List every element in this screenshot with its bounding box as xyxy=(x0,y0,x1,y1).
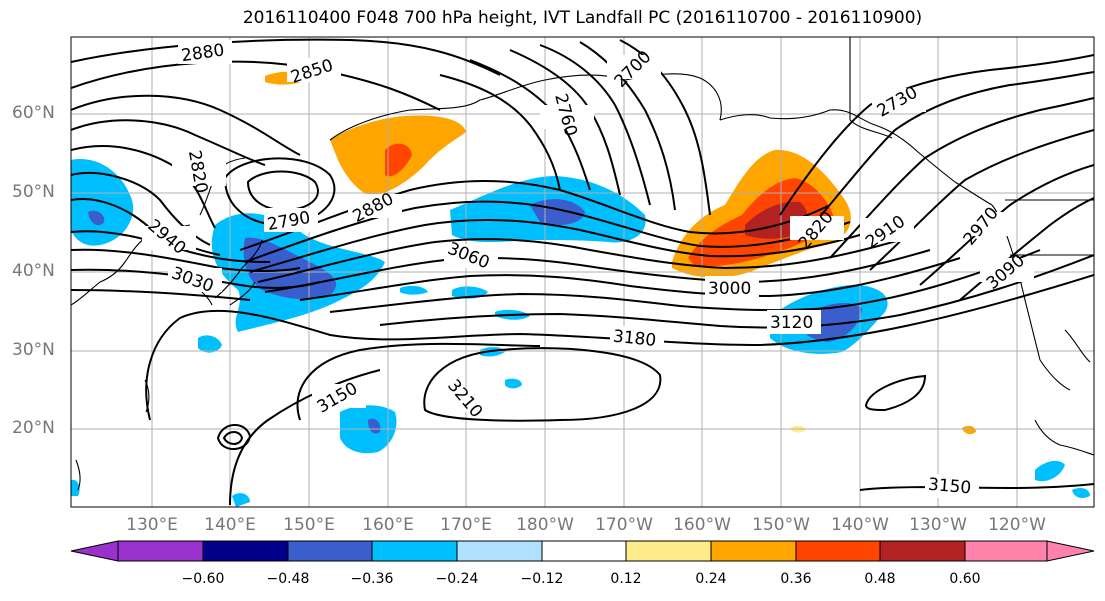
lat-label: 60°N xyxy=(12,103,55,123)
shade-neg-spot9 xyxy=(71,479,80,496)
colorbar-swatch xyxy=(456,540,543,562)
lon-label: 170°W xyxy=(595,515,653,535)
lon-label: 180°W xyxy=(516,515,574,535)
contour-label: 2910 xyxy=(862,212,909,253)
colorbar-swatch xyxy=(710,540,797,562)
map-frame xyxy=(70,36,1095,508)
lon-label: 150°W xyxy=(752,515,810,535)
shade-neg-spot3 xyxy=(198,335,222,353)
shade-neg-spot6 xyxy=(1035,460,1065,482)
colorbar-swatch xyxy=(117,540,204,562)
contour-label: 3060 xyxy=(445,239,493,274)
colorbar-swatch xyxy=(879,540,966,562)
colorbar-tick-label: 0.24 xyxy=(695,571,727,587)
colorbar-swatch xyxy=(964,540,1048,562)
colorbar-swatch xyxy=(287,540,373,562)
shade-neg-south-core xyxy=(368,418,381,434)
colorbar-tick-label: −0.60 xyxy=(181,571,225,587)
lon-label: 160°W xyxy=(673,515,731,535)
colorbar-tick-label: −0.24 xyxy=(435,571,479,587)
colorbar-swatch xyxy=(541,540,627,562)
colorbar-tick-label: −0.36 xyxy=(350,571,394,587)
contour-label: 3180 xyxy=(612,327,657,351)
lon-label: 140°E xyxy=(204,515,256,535)
shade-neg-spot5 xyxy=(505,378,522,389)
lon-label: 130°E xyxy=(126,515,178,535)
shade-neg-dateline-core xyxy=(530,199,585,225)
colorbar-extend-high xyxy=(1046,540,1095,562)
contour-label: 2820 xyxy=(184,149,211,195)
shade-pos-okhotsk-core xyxy=(385,143,412,177)
lat-label: 40°N xyxy=(12,261,55,281)
colorbar-tick-label: 0.60 xyxy=(949,571,981,587)
colorbar-tick-label: 0.12 xyxy=(610,571,642,587)
colorbar-extend-low xyxy=(70,540,119,562)
colorbar-tick-label: 0.36 xyxy=(780,571,812,587)
shade-neg-spot10 xyxy=(400,285,428,295)
shade-pos-spot2 xyxy=(962,425,976,435)
shade-neg-spot7 xyxy=(1072,488,1090,498)
lon-label: 170°E xyxy=(440,515,492,535)
lat-label: 20°N xyxy=(12,418,55,438)
contour-label: 3150 xyxy=(927,475,972,499)
colorbar-swatch xyxy=(371,540,458,562)
colorbar-tick-label: −0.12 xyxy=(520,571,564,587)
map-title: 2016110400 F048 700 hPa height, IVT Land… xyxy=(242,8,923,28)
lat-label: 30°N xyxy=(12,340,55,360)
lon-label: 160°E xyxy=(362,515,414,535)
colorbar-swatch xyxy=(625,540,712,562)
colorbar-tick-label: 0.48 xyxy=(864,571,896,587)
lon-label: 120°W xyxy=(988,515,1046,535)
contour-label: 3120 xyxy=(770,313,813,333)
lon-label: 130°W xyxy=(909,515,967,535)
colorbar-swatch xyxy=(202,540,289,562)
colorbar-tick-label: −0.48 xyxy=(266,571,310,587)
lon-label: 140°W xyxy=(831,515,889,535)
shade-neg-west-core xyxy=(88,210,105,226)
colorbar-swatch xyxy=(795,540,881,562)
shade-neg-spot8 xyxy=(232,493,250,507)
contour-label: 3000 xyxy=(708,279,751,299)
lon-label: 150°E xyxy=(283,515,335,535)
lat-label: 50°N xyxy=(12,182,55,202)
colorbar xyxy=(70,540,1095,562)
